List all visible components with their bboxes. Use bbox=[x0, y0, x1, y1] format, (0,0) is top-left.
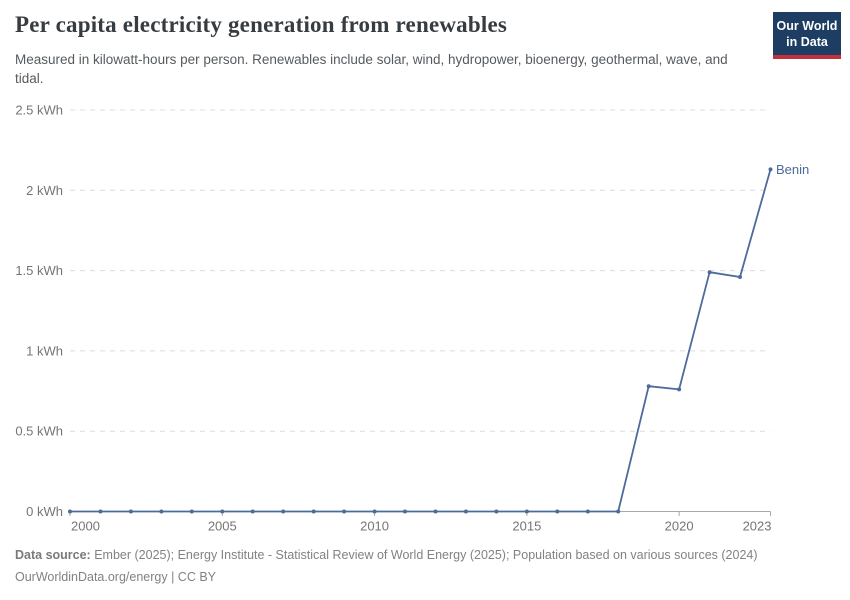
x-axis-label: 2010 bbox=[360, 519, 389, 534]
data-point[interactable] bbox=[555, 509, 560, 514]
chart-subtitle: Measured in kilowatt-hours per person. R… bbox=[15, 52, 728, 87]
y-axis-label: 1.5 kWh bbox=[15, 263, 63, 278]
data-point[interactable] bbox=[128, 509, 133, 514]
data-point[interactable] bbox=[98, 509, 103, 514]
license-line: OurWorldinData.org/energy | CC BY bbox=[15, 569, 217, 584]
data-point[interactable] bbox=[403, 509, 407, 514]
data-point[interactable] bbox=[281, 509, 286, 514]
page-title: Per capita electricity generation from r… bbox=[15, 12, 508, 37]
y-axis-label: 2 kWh bbox=[26, 183, 63, 198]
y-axis-label: 1 kWh bbox=[26, 343, 63, 358]
data-point[interactable] bbox=[220, 509, 225, 514]
data-point[interactable] bbox=[68, 509, 72, 514]
data-point[interactable] bbox=[707, 270, 712, 275]
data-point[interactable] bbox=[524, 509, 529, 514]
data-point[interactable] bbox=[189, 509, 194, 514]
data-point[interactable] bbox=[250, 509, 255, 514]
x-axis-label: 2023 bbox=[743, 519, 772, 534]
series-label[interactable]: Benin bbox=[776, 162, 809, 177]
series-line[interactable] bbox=[69, 168, 772, 513]
owid-logo-line2: in Data bbox=[786, 35, 828, 49]
data-point[interactable] bbox=[159, 509, 164, 514]
chart-footer: Data source: Ember (2025); Energy Instit… bbox=[15, 545, 758, 588]
x-axis-label: 2020 bbox=[665, 519, 694, 534]
x-axis-label: 2015 bbox=[512, 519, 541, 534]
y-axis-label: 0.5 kWh bbox=[15, 424, 63, 439]
data-source-text: Ember (2025); Energy Institute - Statist… bbox=[94, 548, 758, 562]
data-point[interactable] bbox=[372, 509, 377, 514]
x-axis-label: 2000 bbox=[71, 519, 100, 534]
data-point[interactable] bbox=[463, 509, 468, 514]
data-point[interactable] bbox=[433, 509, 438, 514]
y-axis-label: 0 kWh bbox=[26, 504, 63, 519]
x-axis-label: 2005 bbox=[208, 519, 237, 534]
data-point[interactable] bbox=[494, 509, 499, 514]
data-point[interactable] bbox=[677, 387, 682, 392]
data-point[interactable] bbox=[738, 275, 742, 279]
y-axis-label: 2.5 kWh bbox=[15, 103, 63, 118]
data-point[interactable] bbox=[342, 509, 347, 514]
owid-logo-line1: Our World bbox=[776, 19, 838, 33]
data-point[interactable] bbox=[585, 509, 590, 514]
data-point[interactable] bbox=[768, 167, 773, 172]
data-point[interactable] bbox=[646, 384, 651, 389]
data-source-line: Data source: Ember (2025); Energy Instit… bbox=[15, 545, 758, 567]
data-point[interactable] bbox=[311, 509, 316, 514]
data-source-label: Data source: bbox=[15, 548, 91, 562]
owid-logo[interactable]: Our World in Data bbox=[773, 12, 841, 59]
data-point[interactable] bbox=[616, 509, 621, 514]
